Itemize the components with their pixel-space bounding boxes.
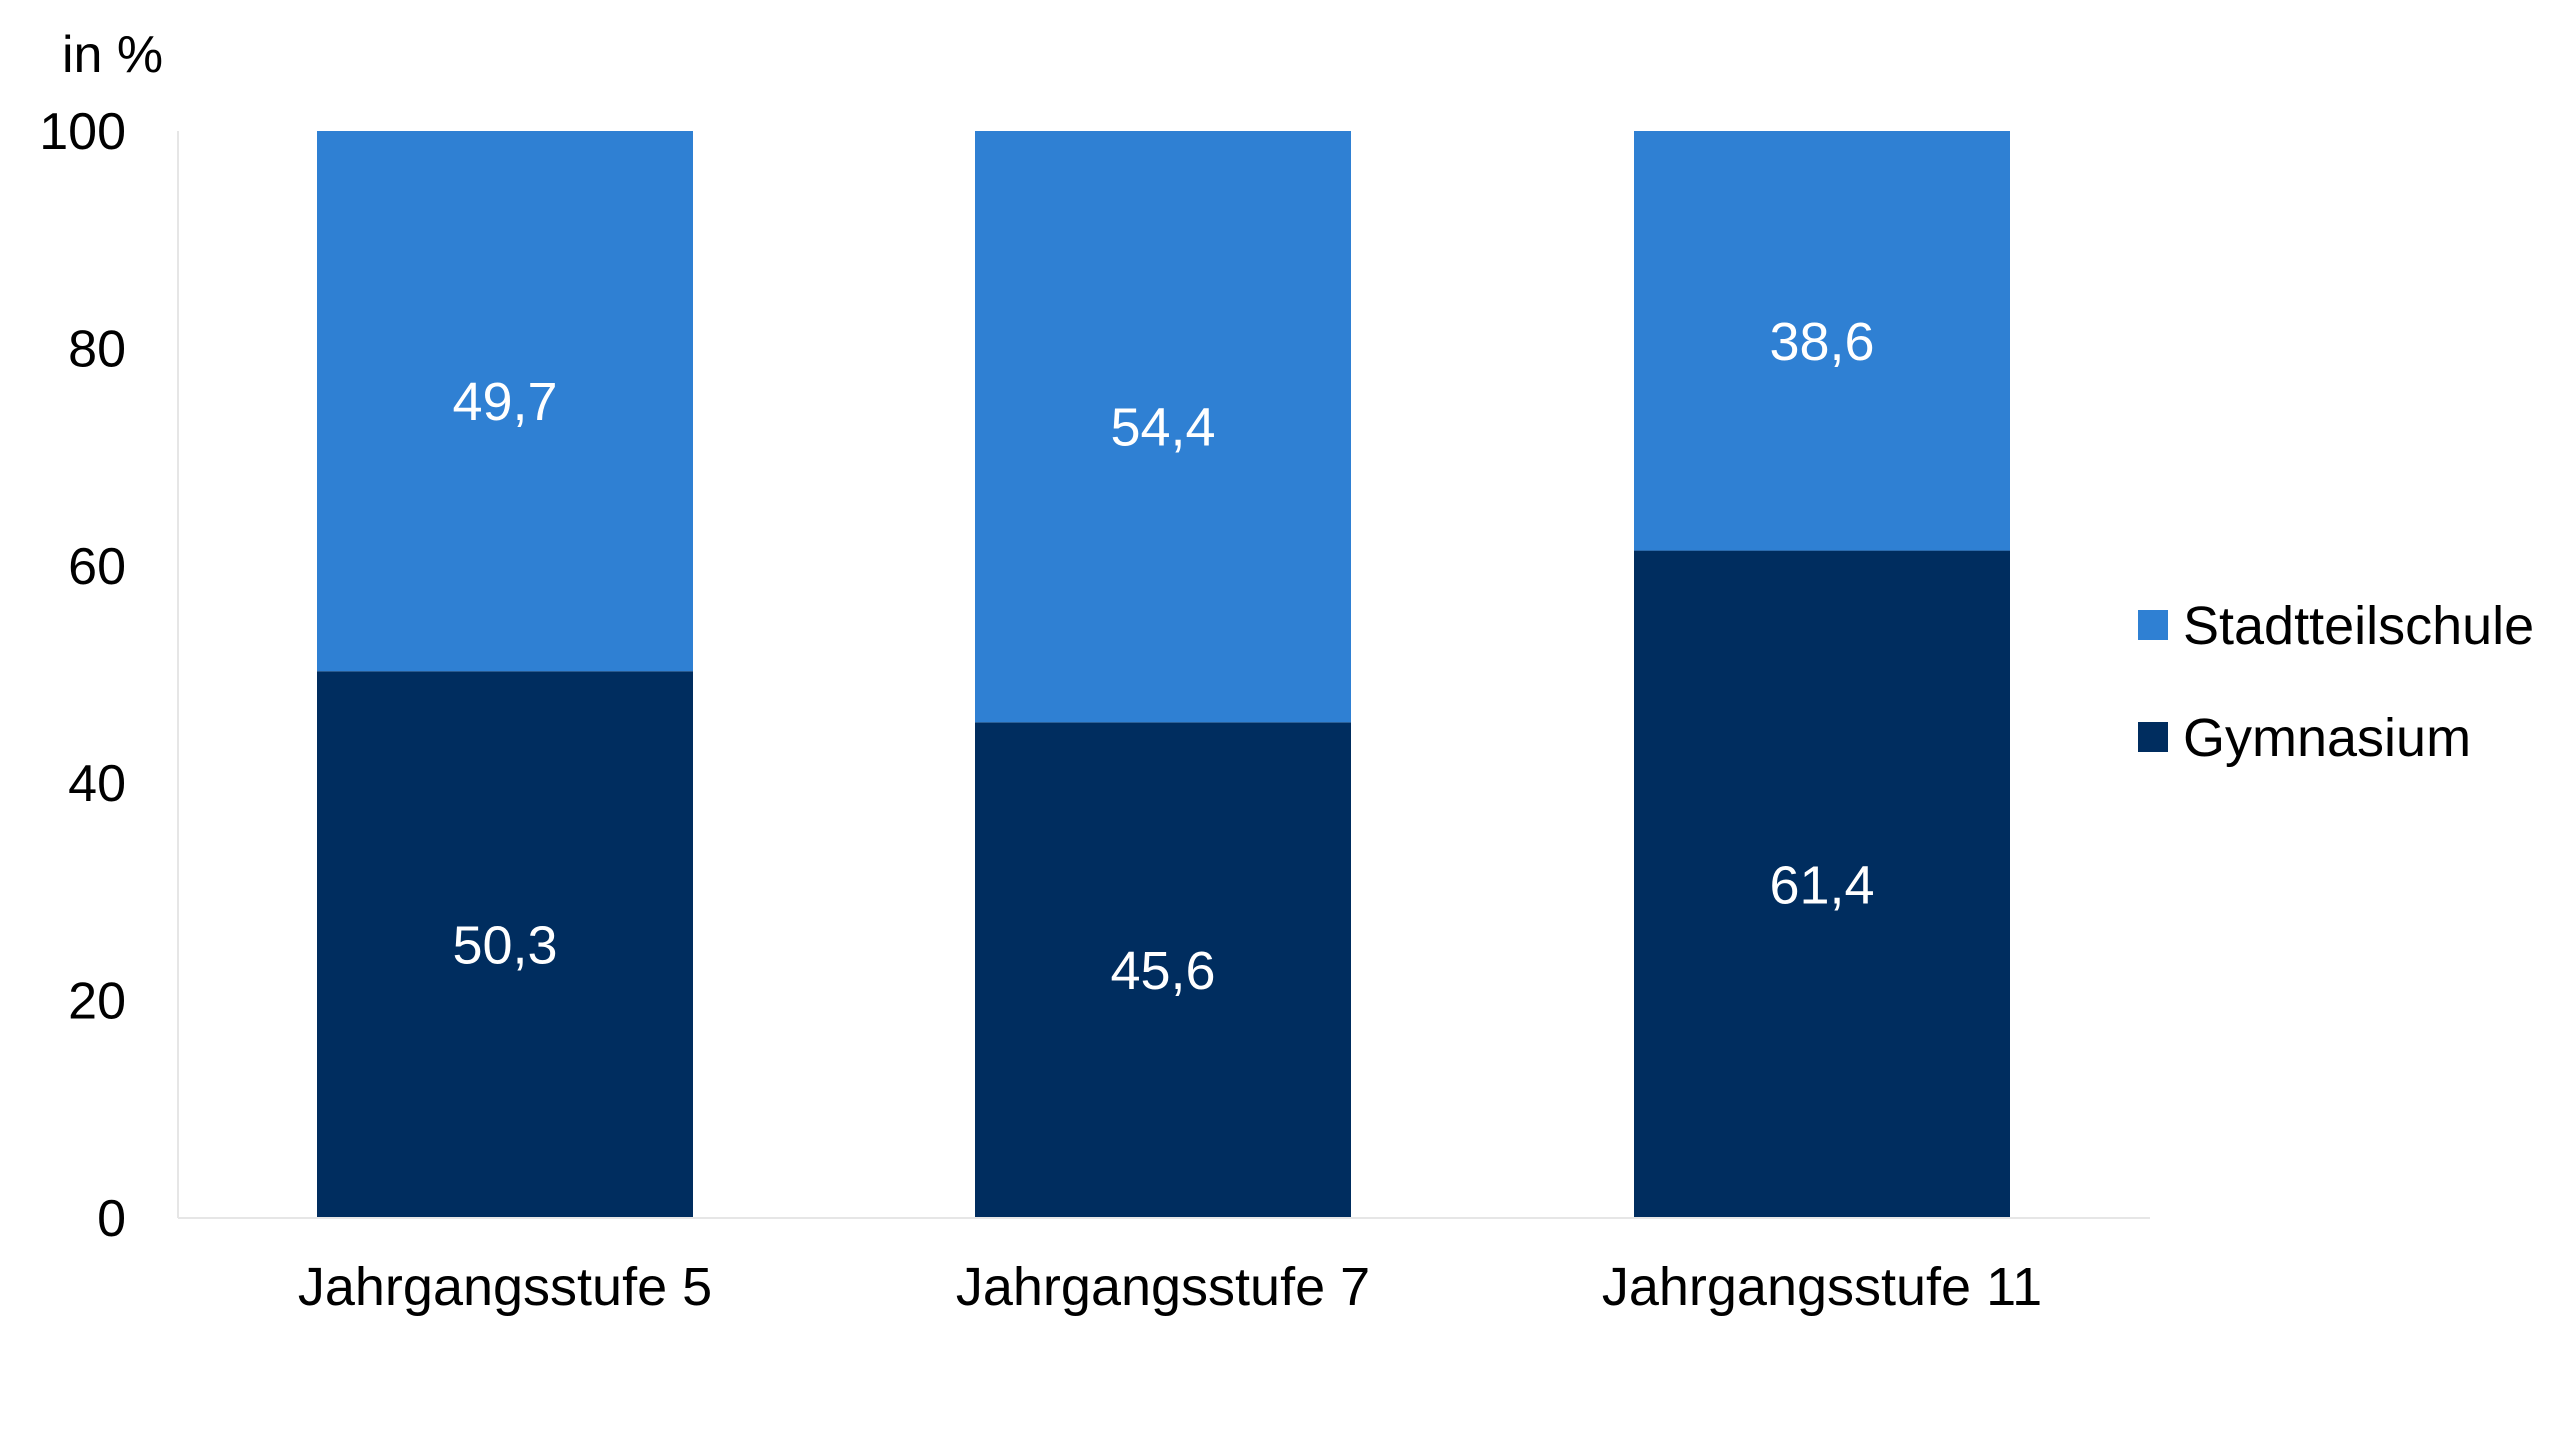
y-tick-label: 20	[68, 973, 126, 1031]
data-label: 61,4	[1769, 855, 1874, 915]
legend: Stadtteilschule Gymnasium	[2138, 596, 2534, 768]
legend-swatch-gymnasium	[2138, 722, 2168, 752]
data-label: 50,3	[452, 916, 557, 976]
y-tick-label: 100	[39, 103, 126, 161]
y-tick-label: 40	[68, 755, 126, 813]
y-axis-unit-label: in %	[62, 26, 163, 84]
data-label: 54,4	[1110, 398, 1215, 458]
bar-gymnasium-3	[1634, 550, 2010, 1218]
y-tick-label: 60	[68, 538, 126, 596]
legend-swatch-stadtteilschule	[2138, 610, 2168, 640]
bar-gymnasium-1	[317, 671, 693, 1218]
y-axis-ticks: 0 20 40 60 80 100	[39, 103, 126, 1248]
x-category-label: Jahrgangsstufe 11	[1602, 1257, 2042, 1317]
legend-label-stadtteilschule: Stadtteilschule	[2183, 596, 2534, 656]
x-category-label: Jahrgangsstufe 5	[298, 1257, 712, 1317]
bar-stadtteilschule-3	[1634, 131, 2010, 551]
data-label: 45,6	[1110, 941, 1215, 1001]
bar-stadtteilschule-1	[317, 131, 693, 672]
bar-gymnasium-2	[975, 722, 1351, 1218]
data-label: 49,7	[452, 372, 557, 432]
legend-label-gymnasium: Gymnasium	[2183, 708, 2471, 768]
y-tick-label: 80	[68, 320, 126, 378]
y-tick-label: 0	[97, 1190, 126, 1248]
bar-stadtteilschule-2	[975, 131, 1351, 723]
bars: 50,3 49,7 45,6 54,4 61,4 38,6	[317, 131, 2010, 1218]
data-label: 38,6	[1769, 312, 1874, 372]
x-axis-categories: Jahrgangsstufe 5 Jahrgangsstufe 7 Jahrgang…	[298, 1257, 2042, 1317]
axes	[177, 131, 2150, 1219]
x-category-label: Jahrgangsstufe 7	[956, 1257, 1370, 1317]
